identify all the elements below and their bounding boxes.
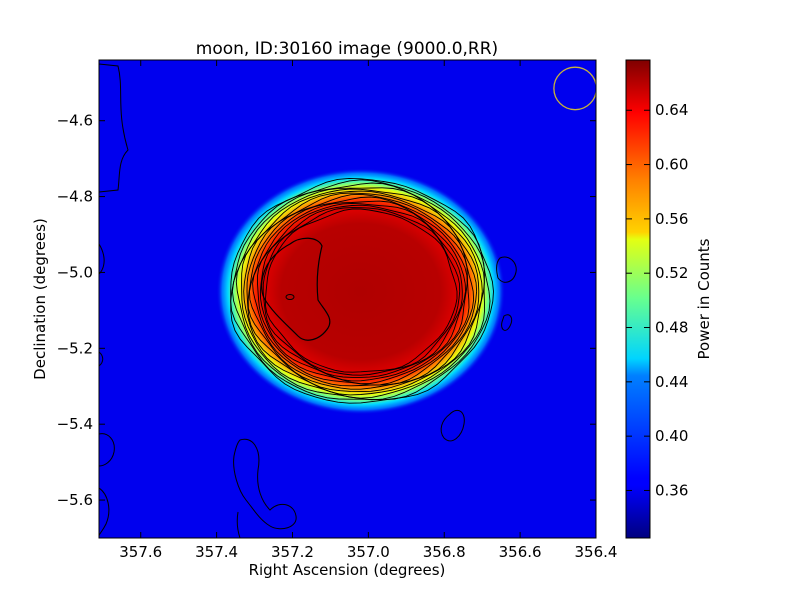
- colorbar: 0.36 0.40 0.44 0.48 0.52 0.56 0.60 0.64 Power i…: [625, 59, 713, 539]
- colorbar-tick-label: 0.36: [655, 481, 688, 499]
- contour-ring: [231, 182, 486, 401]
- colorbar-tick-label: 0.60: [655, 156, 688, 174]
- colorbar-ticks: 0.36 0.40 0.44 0.48 0.52 0.56 0.60 0.64: [626, 101, 688, 499]
- contour-ring: [243, 190, 480, 393]
- contour-ring: [241, 188, 483, 396]
- x-tick-label: 356.6: [499, 543, 542, 561]
- y-tick-label: −5.6: [57, 491, 93, 509]
- peak-inner-contour: [285, 294, 295, 300]
- contour-ring: [230, 179, 491, 401]
- y-tick-label: −5.4: [57, 415, 93, 433]
- contour-blob-left-bottom: [99, 487, 110, 537]
- x-tick-label: 357.2: [271, 543, 314, 561]
- x-tick-label: 357.4: [195, 543, 238, 561]
- contour-lines: [230, 177, 494, 404]
- x-tick-label: 357.6: [119, 543, 162, 561]
- x-tick-label: 357.0: [347, 543, 390, 561]
- chart-title: moon, ID:30160 image (9000.0,RR): [196, 39, 498, 59]
- contour-ring: [265, 208, 458, 373]
- colorbar-tick-label: 0.48: [655, 319, 688, 337]
- contour-blob-right-upper: [496, 256, 517, 283]
- heatmap-layer: [99, 63, 596, 538]
- y-tick-label: −4.8: [57, 188, 93, 206]
- contour-ring: [252, 200, 468, 385]
- contour-ring: [257, 202, 466, 382]
- colorbar-tick-label: 0.44: [655, 373, 688, 391]
- y-tick-label: −4.6: [57, 112, 93, 130]
- contour-blob-right-lower: [440, 409, 465, 442]
- peak-region-contour: [261, 237, 331, 341]
- x-axis-ticks: 357.6 357.4 357.2 357.0 356.8 356.6 356.4: [119, 60, 617, 561]
- x-tick-label: 356.4: [575, 543, 618, 561]
- plot-frame: [98, 59, 597, 539]
- y-tick-label: −5.2: [57, 339, 93, 357]
- contour-blob-right-small: [501, 314, 513, 331]
- contour-ring: [230, 177, 494, 404]
- contour-ring: [262, 207, 461, 376]
- contour-blob-left-tiny: [99, 351, 104, 367]
- colorbar-tick-label: 0.56: [655, 210, 688, 228]
- colorbar-tick-label: 0.40: [655, 427, 688, 445]
- colorbar-frame: [625, 59, 651, 539]
- colorbar-gradient: [626, 60, 650, 538]
- y-axis-label: Declination (degrees): [31, 218, 49, 380]
- y-axis-ticks: −4.6 −4.8 −5.0 −5.2 −5.4 −5.6: [57, 112, 596, 509]
- contour-ring: [235, 187, 485, 399]
- contour-blob-bottom: [233, 438, 297, 538]
- beam-marker: [553, 66, 596, 111]
- y-tick-label: −5.0: [57, 263, 93, 281]
- contour-ring: [259, 204, 463, 378]
- colorbar-label: Power in Counts: [695, 238, 713, 359]
- x-axis-label: Right Ascension (degrees): [249, 561, 446, 579]
- colorbar-tick-label: 0.52: [655, 264, 688, 282]
- colorbar-tick-label: 0.64: [655, 101, 688, 119]
- contour-ring: [247, 193, 475, 387]
- contour-blob-left-lower: [99, 433, 115, 467]
- contour-blob-left-upper: [99, 63, 129, 193]
- x-tick-label: 356.8: [423, 543, 466, 561]
- plot-area: 357.6 357.4 357.2 357.0 356.8 356.6 356.4 −4.6…: [57, 59, 617, 561]
